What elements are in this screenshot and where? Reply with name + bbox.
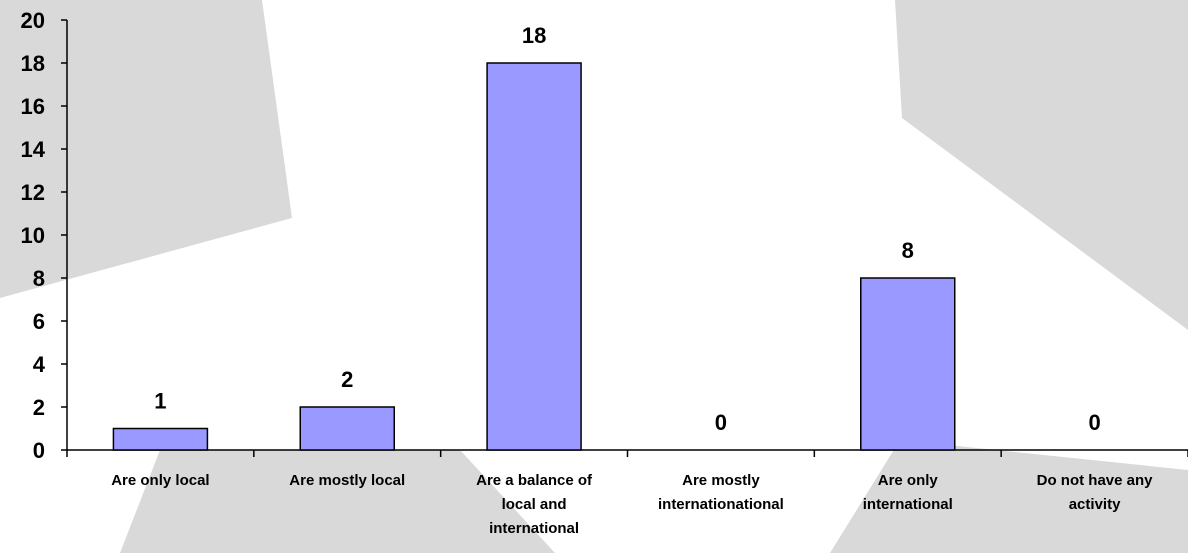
y-tick-label: 8 <box>33 266 45 291</box>
x-category-label-line: international <box>863 496 953 513</box>
data-label: 0 <box>715 410 727 435</box>
bar <box>486 62 582 451</box>
x-category-label-line: internationational <box>658 496 784 513</box>
y-tick-label: 0 <box>33 438 45 463</box>
bar <box>860 277 956 451</box>
bars <box>112 62 956 451</box>
x-category-label-line: international <box>489 520 579 537</box>
x-category-label-line: local and <box>502 496 567 513</box>
x-category-label-line: Are mostly <box>682 472 760 489</box>
x-category-label: Are a balance of local and international <box>476 472 593 537</box>
x-category-label-line: Are mostly local <box>289 472 405 489</box>
y-tick-label: 2 <box>33 395 45 420</box>
y-tick-label: 4 <box>33 352 46 377</box>
x-category-label: Are only local <box>111 472 209 489</box>
y-tick-label: 12 <box>21 180 45 205</box>
data-label: 8 <box>902 238 914 263</box>
x-category-label: Are only international <box>863 472 953 513</box>
x-category-label: Are mostly internationational <box>658 472 784 513</box>
background-shape-bottom <box>120 450 555 553</box>
x-category-label-line: Do not have any <box>1037 472 1154 489</box>
labels: 1 Are only local 2 Are mostly local 18 Are a … <box>111 23 1153 537</box>
data-label: 2 <box>341 367 353 392</box>
y-tick-label: 6 <box>33 309 45 334</box>
x-category-label: Are mostly local <box>289 472 405 489</box>
x-category-label-line: activity <box>1069 496 1121 513</box>
x-category-label-line: Are only local <box>111 472 209 489</box>
y-tick-label: 20 <box>21 8 45 33</box>
bar <box>299 406 395 451</box>
y-tick-label: 18 <box>21 51 45 76</box>
data-label: 0 <box>1088 410 1100 435</box>
background-shape-bottom-right <box>830 440 1188 553</box>
y-tick-label: 16 <box>21 94 45 119</box>
data-label: 1 <box>154 389 166 414</box>
background-shape-left <box>0 0 292 298</box>
bar <box>112 427 209 451</box>
x-category-label-line: Are a balance of <box>476 472 593 489</box>
background-shape-right <box>895 0 1188 330</box>
y-tick-label: 14 <box>21 137 46 162</box>
y-tick-label: 10 <box>21 223 45 248</box>
data-label: 18 <box>522 23 546 48</box>
x-category-label: Do not have any activity <box>1037 472 1154 513</box>
x-category-label-line: Are only <box>878 472 939 489</box>
